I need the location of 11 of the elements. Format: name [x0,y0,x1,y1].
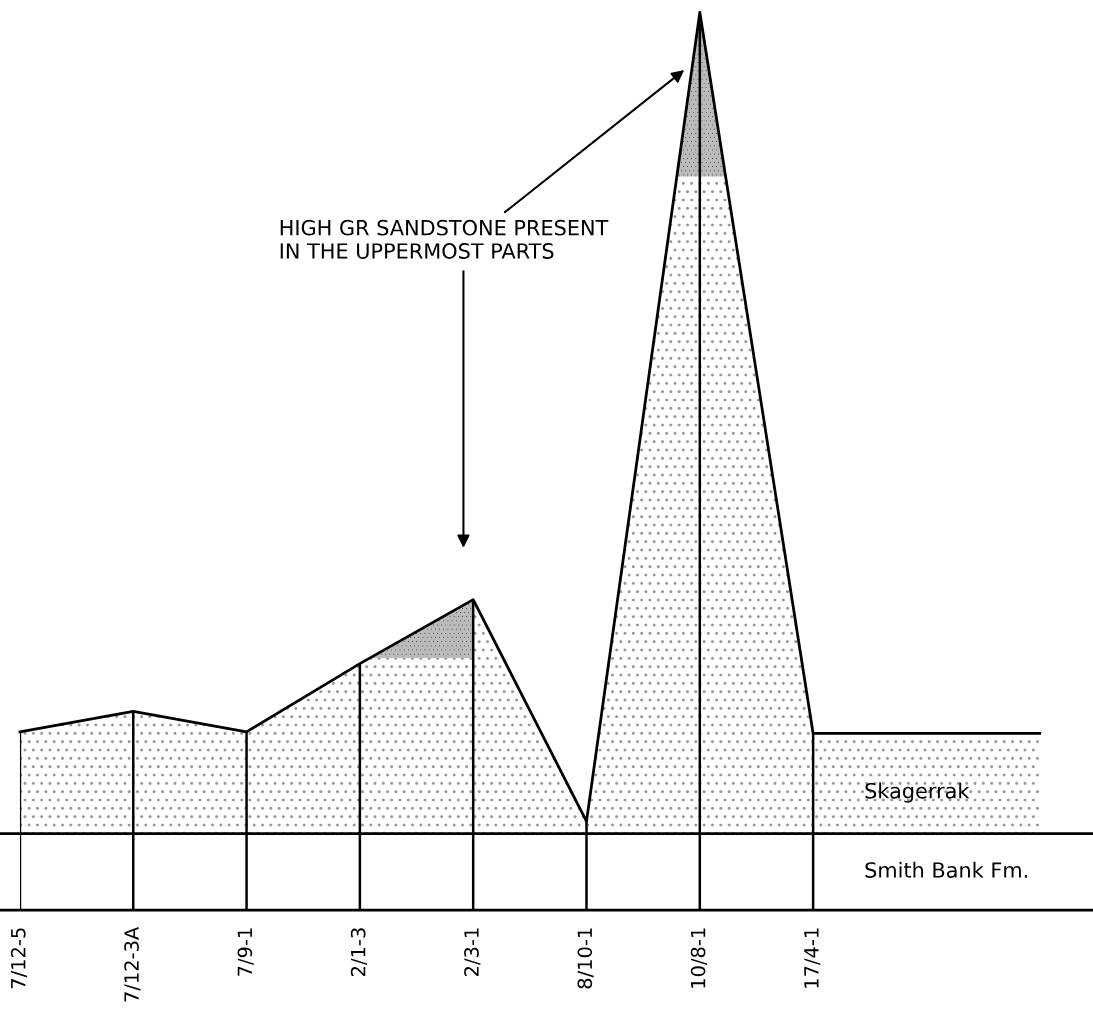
x-tick-label: 2/1-3 [350,928,368,976]
annotation: Skagerrak [865,782,970,803]
annotation: HIGH GR SANDSTONE PRESENT IN THE UPPERMOST PARTS [280,219,609,259]
x-tick-label: 2/3-1 [464,928,481,976]
text: Smith Bank Fm. [865,861,1028,878]
x-tick-label: 7/12-5 [10,928,28,989]
x-tick-label: 7/12-3A [124,926,141,1002]
x-tick-label: 7/9-1 [237,928,254,976]
x-tick-label: 10/8-1 [690,928,707,988]
x-tick-label: 8/10-1 [577,928,594,989]
x-tick-label: 17/4-1 [804,928,821,988]
